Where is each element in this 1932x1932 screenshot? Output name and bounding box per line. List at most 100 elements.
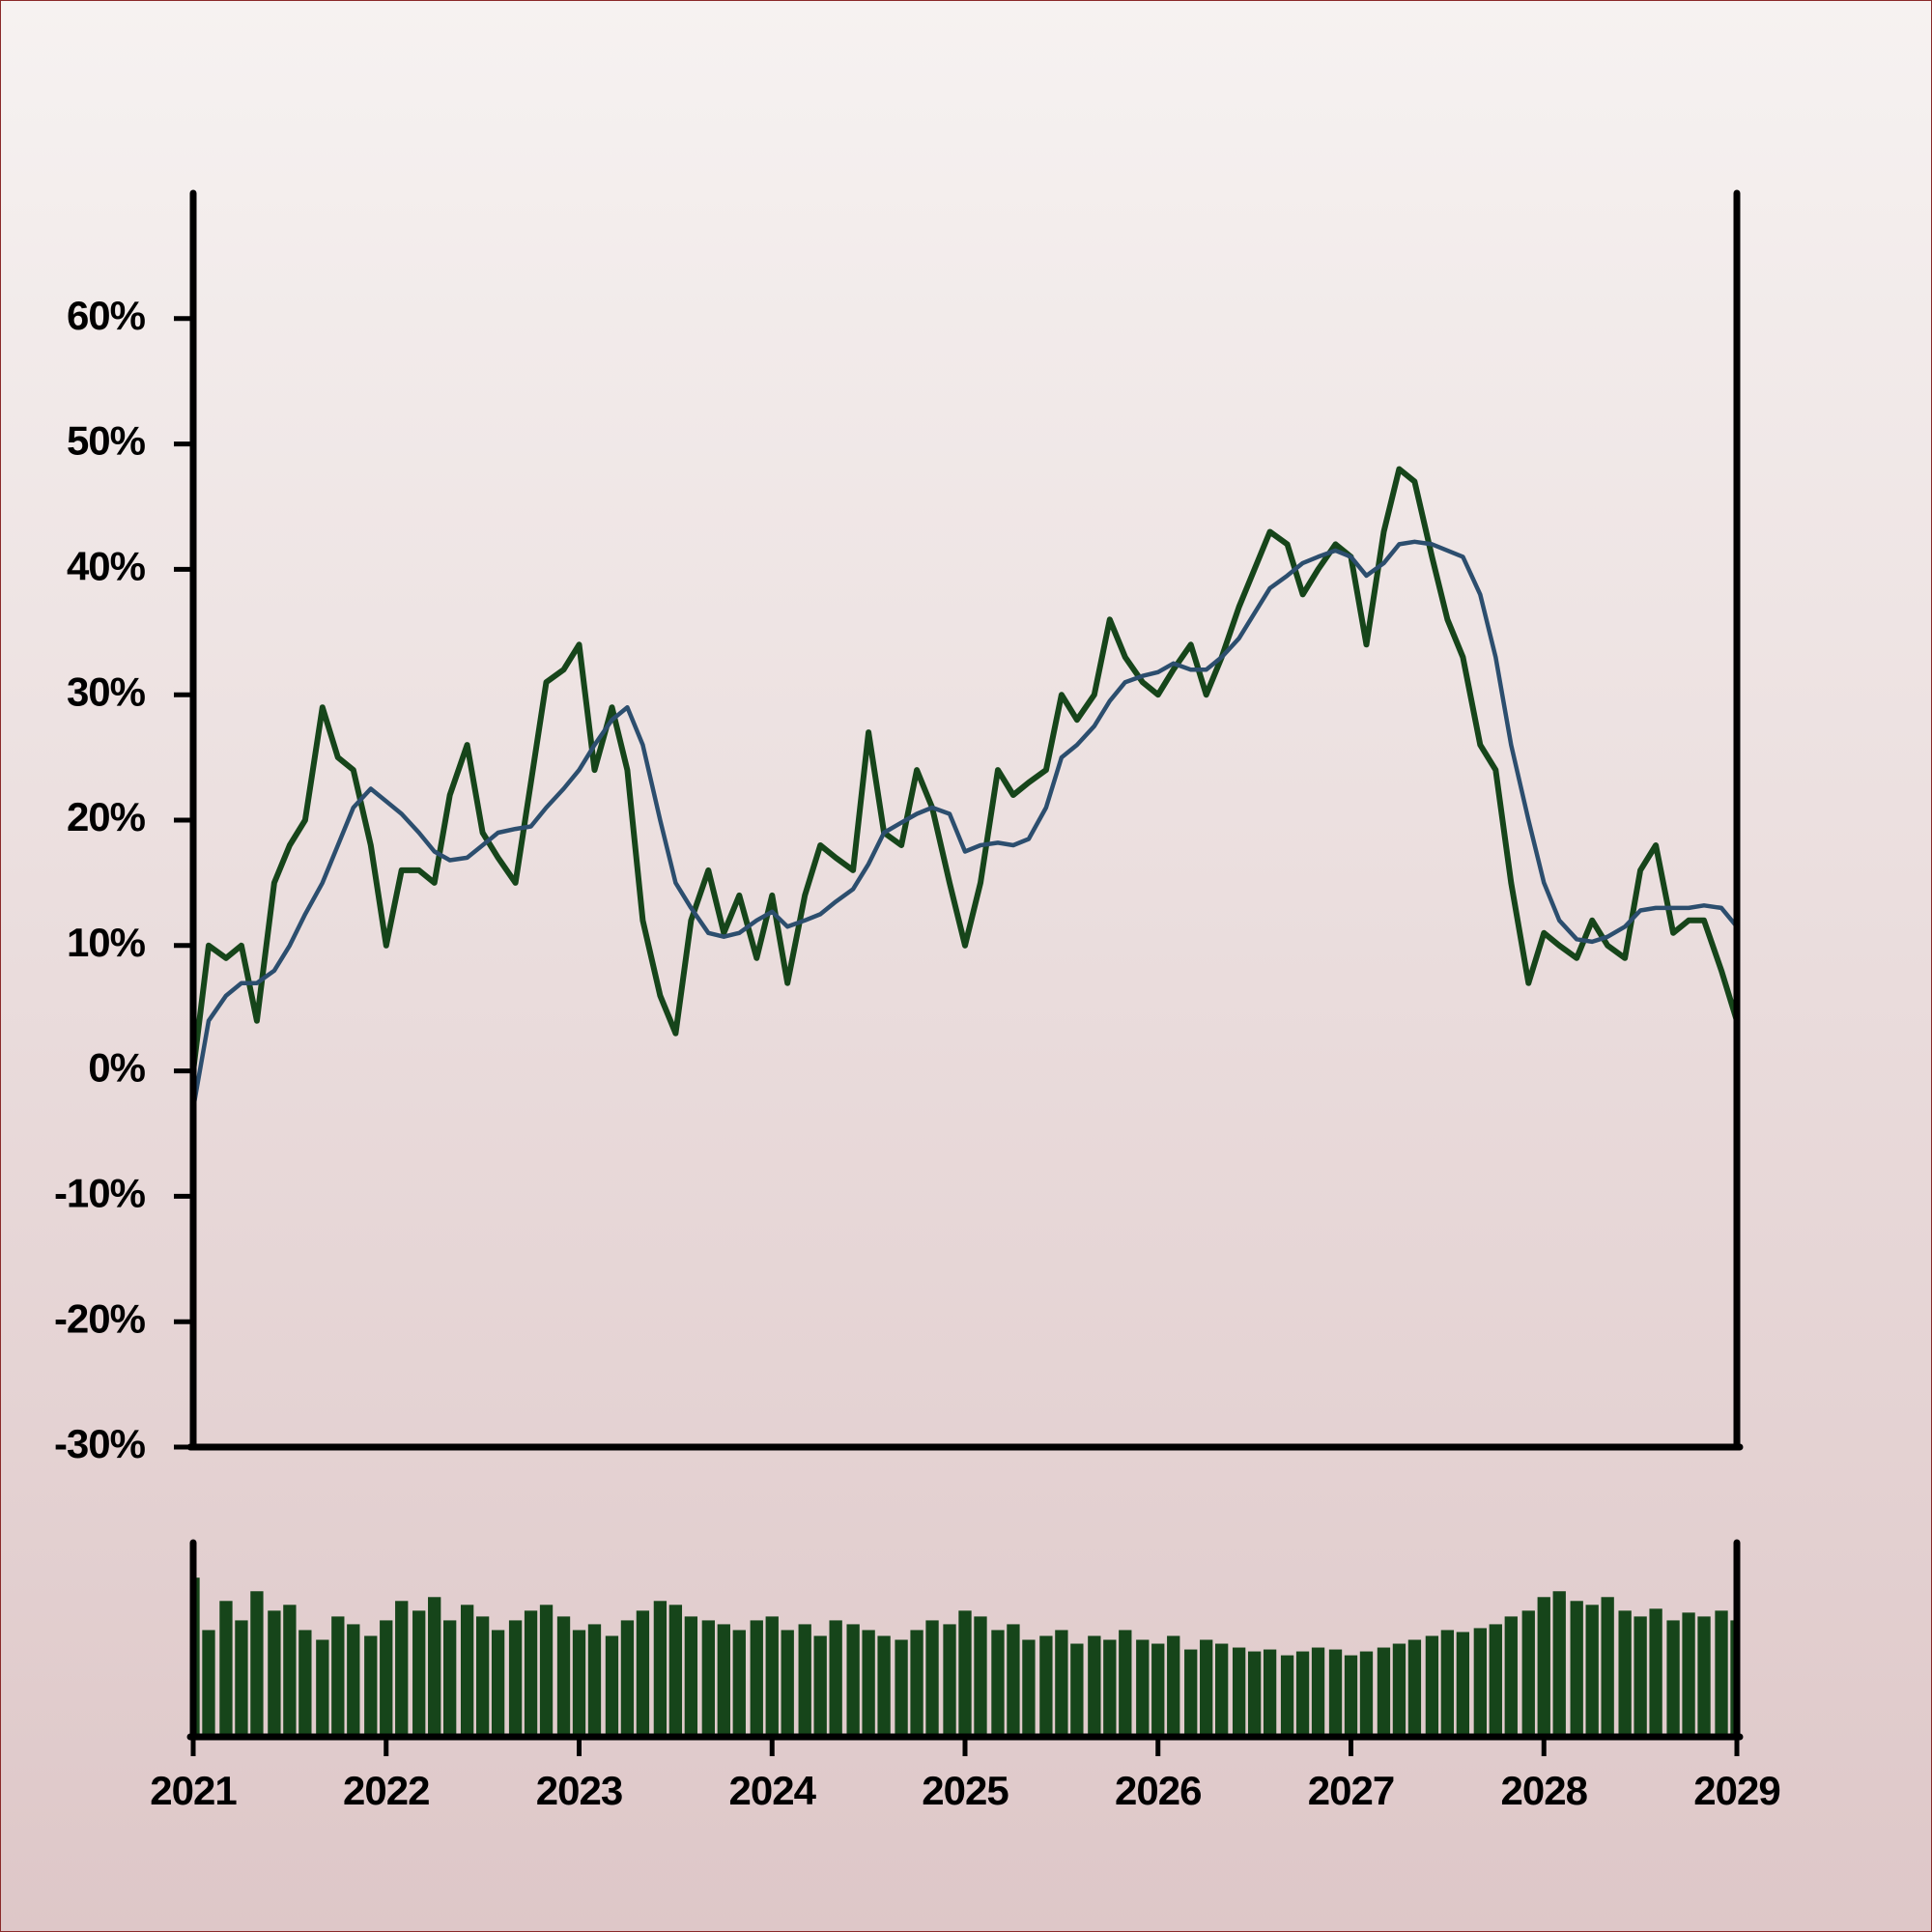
volume-bar (732, 1630, 746, 1737)
volume-bar (268, 1610, 281, 1737)
y-tick-label: 0% (88, 1045, 145, 1091)
volume-bar (958, 1610, 972, 1737)
volume-bar (460, 1605, 474, 1737)
volume-bar (412, 1610, 426, 1737)
volume-bar (250, 1591, 264, 1737)
volume-bar (1504, 1616, 1518, 1737)
x-tick-label: 2029 (1693, 1768, 1779, 1813)
volume-bar (1377, 1647, 1391, 1737)
volume-bar (1039, 1635, 1053, 1737)
volume-bar (491, 1630, 505, 1737)
volume-bar (1570, 1601, 1583, 1737)
volume-bar (1136, 1639, 1150, 1737)
y-tick-label: 60% (67, 293, 146, 338)
volume-bar (1634, 1616, 1647, 1737)
volume-bar (1022, 1639, 1036, 1737)
volume-bar (395, 1601, 409, 1737)
x-tick-label: 2021 (150, 1768, 237, 1813)
volume-bar (1618, 1610, 1632, 1737)
volume-bar (1184, 1649, 1198, 1737)
volume-bar (1521, 1610, 1535, 1737)
axes-frame (186, 189, 1744, 1741)
volume-bar (1649, 1608, 1662, 1737)
volume-bar (1215, 1643, 1229, 1737)
volume-bar (572, 1630, 586, 1737)
volume-bar (750, 1620, 763, 1737)
volume-bar (1473, 1628, 1487, 1737)
volume-bar (298, 1630, 312, 1737)
volume-bar (684, 1616, 698, 1737)
volume-bar (1088, 1635, 1101, 1737)
volume-bar (910, 1630, 923, 1737)
y-tick-label: 20% (67, 794, 146, 839)
volume-bar (1425, 1635, 1439, 1737)
volume-bar (364, 1635, 378, 1737)
volume-bar (717, 1624, 730, 1737)
volume-bar (1007, 1624, 1020, 1737)
volume-bar (1359, 1651, 1374, 1737)
volume-bar (1585, 1605, 1599, 1737)
volume-bar (1295, 1651, 1310, 1737)
plot-area: -30% -20% -10% 0% 10% 20% 30% 40% 50% 60% 2021 2022… (54, 293, 1781, 1813)
volume-bar (1151, 1643, 1165, 1737)
volume-bar (1247, 1651, 1262, 1737)
volume-bar (620, 1620, 635, 1737)
y-tick-label: 50% (67, 418, 146, 464)
volume-bar (1666, 1620, 1680, 1737)
x-tick-label: 2026 (1115, 1768, 1201, 1813)
volume-bar (925, 1620, 939, 1737)
volume-bar (781, 1630, 794, 1737)
volume-bar (539, 1605, 554, 1737)
volume-bar (1103, 1639, 1117, 1737)
volume-bar (508, 1620, 523, 1737)
y-tick-label: -20% (54, 1295, 146, 1341)
volume-bar (331, 1616, 345, 1737)
volume-bar (1697, 1616, 1711, 1737)
volume-bar (813, 1635, 827, 1737)
volume-bar (701, 1620, 715, 1737)
volume-bar (475, 1616, 490, 1737)
volume-bar (1456, 1632, 1470, 1737)
volume-bar (877, 1635, 891, 1737)
y-tick-label: 10% (67, 920, 146, 965)
volume-bar (1601, 1597, 1614, 1737)
volume-bar (653, 1601, 668, 1737)
volume-bar (283, 1605, 297, 1737)
volume-bar (235, 1620, 248, 1737)
volume-bar (765, 1616, 779, 1737)
volume-bar (1537, 1597, 1550, 1737)
volume-bar (1682, 1612, 1695, 1737)
volume-bar (974, 1616, 987, 1737)
x-tick-label: 2027 (1308, 1768, 1394, 1813)
volume-bar (668, 1605, 683, 1737)
y-tick-label: 40% (67, 543, 146, 588)
x-tick-label: 2028 (1501, 1768, 1588, 1813)
volume-bar (943, 1624, 956, 1737)
line-series (190, 539, 1739, 1109)
volume-bar (798, 1624, 811, 1737)
volume-bar (428, 1597, 441, 1737)
volume-bar (1119, 1630, 1132, 1737)
volume-bar (1311, 1647, 1325, 1737)
volume-bar (219, 1601, 233, 1737)
volume-bar (524, 1610, 538, 1737)
volume-bar (1344, 1655, 1358, 1737)
volume-bar (1280, 1655, 1294, 1737)
volume-bar (991, 1630, 1005, 1737)
volume-bar (1200, 1639, 1213, 1737)
volume-bar (380, 1620, 393, 1737)
volume-bar (829, 1620, 842, 1737)
volume-bar (895, 1639, 908, 1737)
volume-bar (1070, 1643, 1084, 1737)
volume-bar (556, 1616, 571, 1737)
y-tick-label: -10% (54, 1170, 146, 1215)
volume-bar (347, 1624, 360, 1737)
volume-bar (1552, 1591, 1566, 1737)
y-tick-label: -30% (54, 1421, 146, 1466)
volume-bar (1055, 1630, 1068, 1737)
volume-bar (1407, 1639, 1422, 1737)
volume-bar (1440, 1630, 1455, 1737)
volume-bar (1167, 1635, 1180, 1737)
x-tick-label: 2025 (922, 1768, 1009, 1813)
